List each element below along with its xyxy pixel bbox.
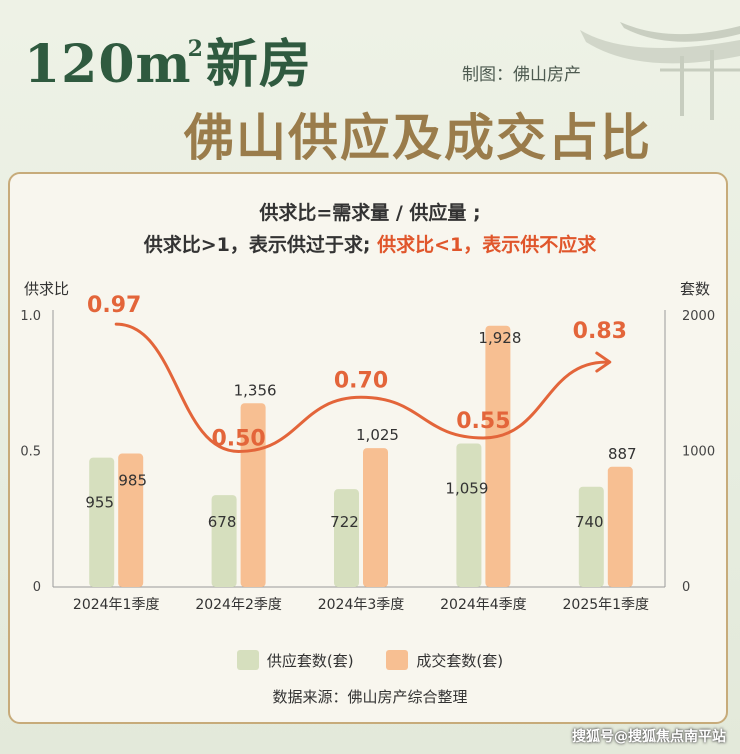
chart-card	[8, 172, 728, 724]
definition-highlight: 供求比<1，表示供不应求	[377, 234, 597, 256]
data-source: 数据来源：佛山房产综合整理	[272, 688, 468, 706]
y-right-tick-label: 1000	[682, 445, 715, 460]
ratio-value-label: 0.70	[334, 368, 388, 393]
pavilion-decoration	[580, 22, 740, 120]
bar-supply-value-label: 1,059	[445, 480, 488, 498]
y-left-tick-label: 1.0	[20, 309, 41, 324]
y-right-tick-label: 0	[682, 580, 690, 595]
bar-supply-value-label: 678	[208, 513, 237, 531]
bar-deal-value-label: 985	[118, 472, 147, 490]
legend-swatch-deal	[386, 650, 409, 670]
ratio-value-label: 0.83	[573, 319, 627, 344]
ratio-value-label: 0.97	[87, 293, 141, 318]
watermark: 搜狐号@搜狐焦点南平站	[572, 729, 726, 745]
bar-deal-value-label: 1,928	[478, 329, 521, 347]
x-tick-label: 2024年4季度	[440, 597, 527, 613]
legend-item-supply: 供应套数(套)	[236, 650, 354, 671]
y-axis-left-label: 供求比	[24, 280, 69, 298]
y-left-tick-label: 0	[33, 580, 41, 595]
bar-deal	[118, 453, 144, 587]
x-tick-label: 2024年2季度	[195, 597, 282, 613]
definition-line2: 供求比>1，表示供过于求; 供求比<1，表示供不应求	[143, 234, 597, 256]
x-tick-label: 2025年1季度	[563, 597, 650, 613]
x-tick-label: 2024年3季度	[318, 597, 405, 613]
legend-swatch-supply	[236, 650, 259, 670]
y-left-tick-label: 0.5	[20, 445, 41, 460]
bar-supply	[578, 486, 604, 587]
page-title-line1: 120m2新房	[24, 34, 312, 95]
bar-supply	[456, 443, 482, 587]
supply-demand-ratio-line	[114, 322, 608, 454]
bar-supply-value-label: 740	[575, 513, 604, 531]
ratio-value-label: 0.50	[211, 427, 265, 452]
line-arrow-head	[595, 351, 612, 373]
x-tick-label: 2024年1季度	[73, 597, 160, 613]
bar-supply-value-label: 955	[85, 494, 114, 512]
bar-deal	[363, 448, 388, 587]
legend-item-deal: 成交套数(套)	[386, 650, 503, 671]
chart-maker: 制图：佛山房产	[462, 65, 581, 85]
bar-deal-value-label: 1,356	[234, 381, 277, 399]
y-axis-right-label: 套数	[680, 280, 710, 298]
y-right-tick-label: 2000	[682, 309, 715, 324]
bar-supply	[211, 495, 237, 587]
bar-deal	[607, 466, 633, 587]
ratio-value-label: 0.55	[456, 409, 510, 434]
bar-supply	[89, 457, 115, 587]
definition-line1: 供求比=需求量 / 供应量 ;	[259, 202, 481, 224]
bar-supply	[334, 489, 359, 587]
bar-deal-value-label: 1,025	[356, 426, 399, 444]
bar-deal	[485, 325, 511, 587]
page-title-line2: 佛山供应及成交占比	[184, 108, 652, 167]
legend: 供应套数(套) 成交套数(套)	[0, 650, 740, 671]
bar-supply-value-label: 722	[330, 513, 359, 531]
bar-deal-value-label: 887	[608, 445, 637, 463]
